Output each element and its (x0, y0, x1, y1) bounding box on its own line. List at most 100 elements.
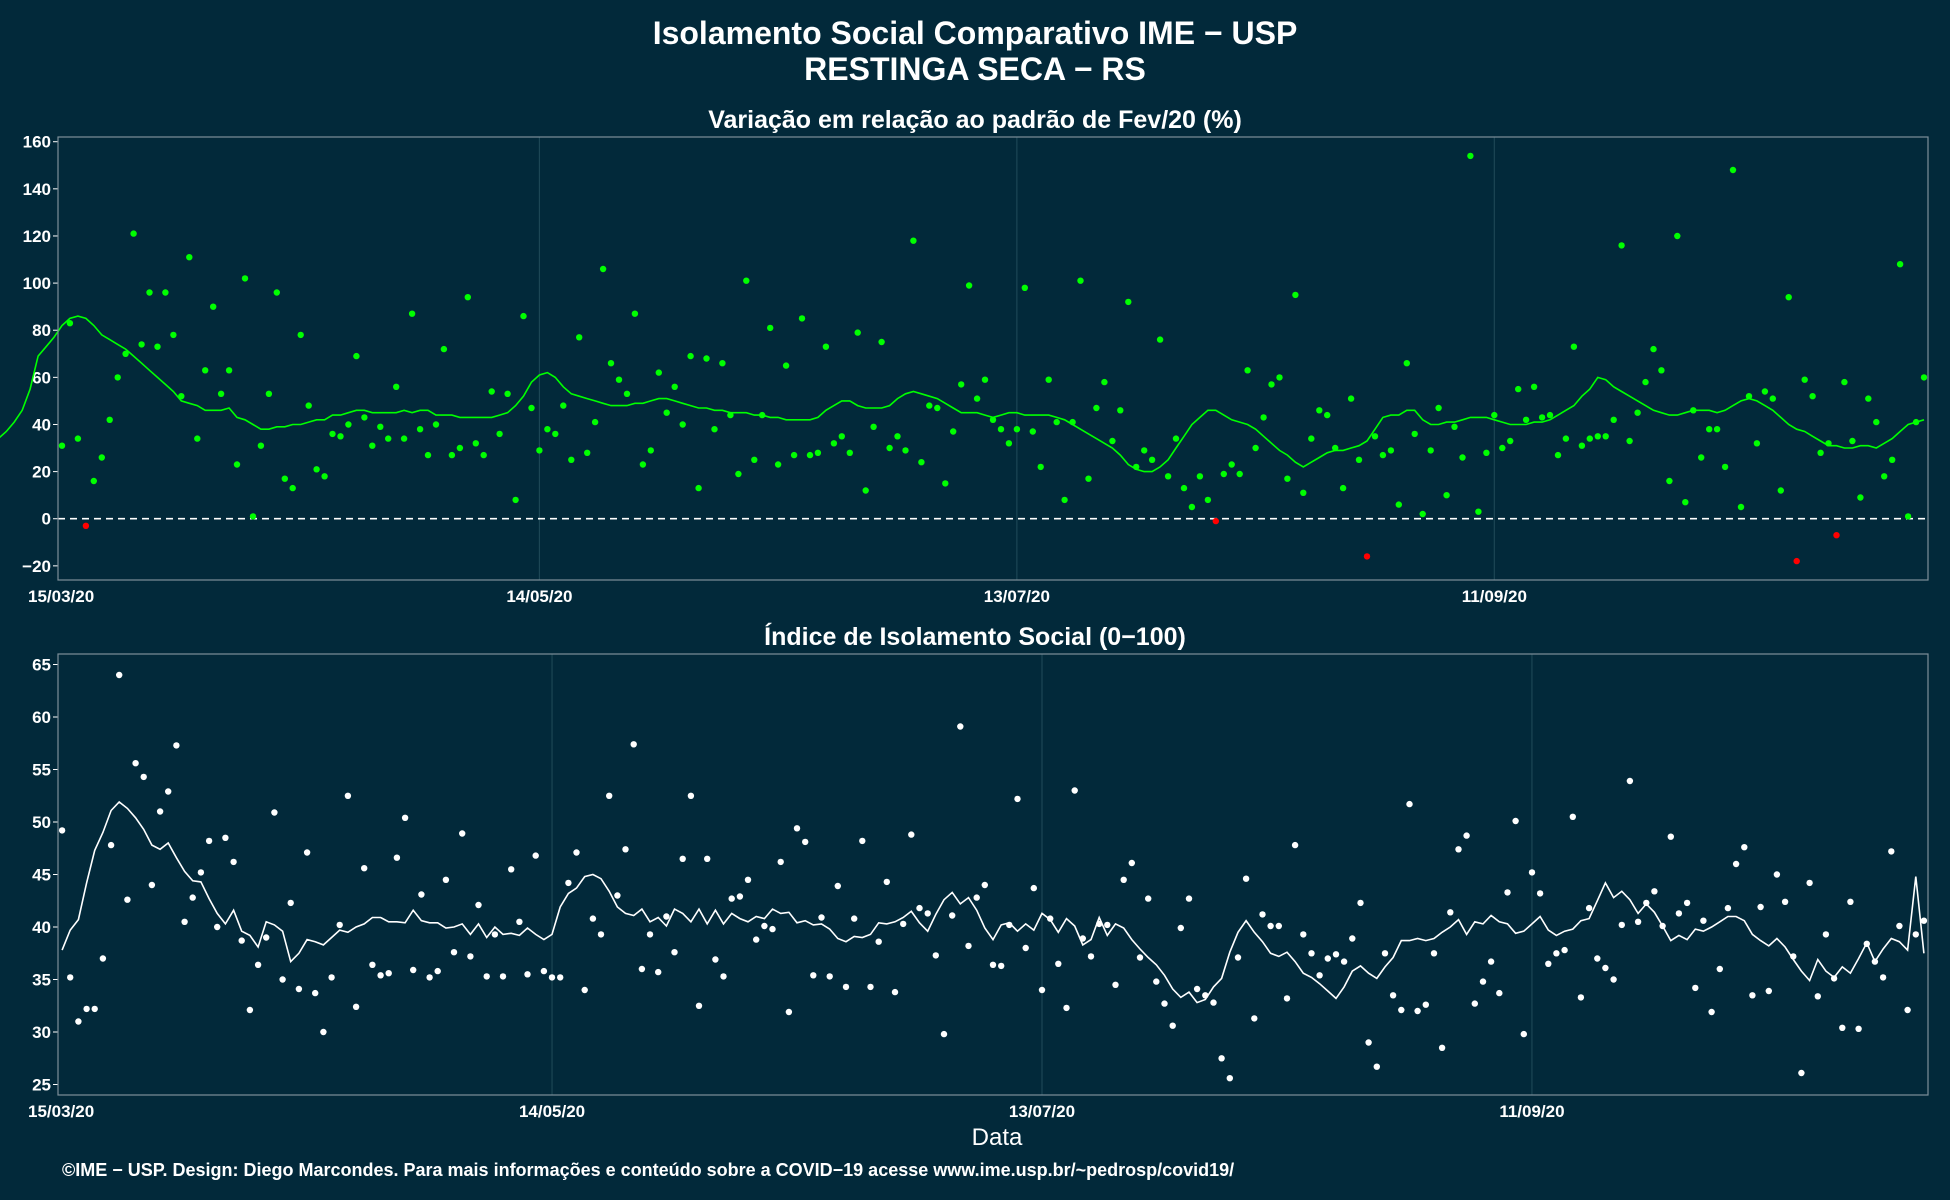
data-point (1467, 152, 1474, 160)
data-point (1753, 440, 1761, 447)
y-tick-label: 40 (32, 415, 51, 434)
data-point (957, 723, 964, 730)
data-point (891, 988, 899, 996)
data-point (132, 760, 139, 767)
data-point (1863, 940, 1871, 947)
data-point (785, 1008, 793, 1016)
data-point (75, 1018, 82, 1025)
data-point (450, 949, 458, 956)
data-point (973, 395, 981, 402)
x-tick-label: 13/07/20 (984, 587, 1050, 606)
data-point (900, 920, 907, 928)
data-point (1610, 416, 1617, 423)
data-point (114, 374, 121, 381)
data-point (189, 894, 196, 901)
data-point (1292, 291, 1299, 299)
data-point (516, 918, 523, 925)
index-panel: 15/03/20 14/05/20 13/07/20 11/09/20 65 60 55 50… (28, 653, 1929, 1121)
y-tick-label: 20 (32, 463, 51, 482)
data-point (1806, 879, 1813, 887)
data-point (753, 936, 760, 943)
data-point (499, 973, 507, 980)
data-point (1141, 447, 1148, 454)
data-point (297, 331, 304, 339)
data-point (883, 878, 890, 886)
data-point (1479, 978, 1487, 985)
data-point (217, 390, 225, 397)
data-point (459, 830, 466, 837)
data-point (361, 414, 368, 421)
data-point (631, 310, 639, 317)
data-point (581, 986, 588, 994)
data-point (400, 435, 408, 442)
data-point (1013, 426, 1021, 433)
y-tick-label: 25 (32, 1076, 51, 1095)
data-point (1021, 284, 1028, 291)
x-tick-label: 11/09/20 (1499, 1102, 1564, 1121)
data-point (1920, 917, 1928, 924)
data-point (1283, 995, 1291, 1002)
data-point (194, 435, 201, 442)
y-tick-label: 100 (23, 274, 51, 293)
data-point (1419, 510, 1426, 518)
data-point (1196, 473, 1204, 480)
data-point (1005, 440, 1013, 447)
data-point (1112, 981, 1119, 988)
data-point (870, 423, 877, 430)
data-point (1218, 1055, 1225, 1062)
data-point (1769, 395, 1777, 402)
data-point (385, 970, 392, 977)
data-point (1577, 994, 1585, 1001)
data-point (1259, 911, 1266, 918)
data-point (1602, 964, 1609, 972)
data-point (442, 876, 450, 883)
data-point (1586, 435, 1594, 442)
data-point (1833, 532, 1840, 539)
data-point (1487, 958, 1495, 965)
data-point (1422, 1001, 1430, 1008)
data-point (1104, 921, 1111, 929)
data-point (744, 876, 752, 883)
data-point (1300, 489, 1307, 496)
data-point (1153, 978, 1160, 985)
data-point (1520, 1030, 1528, 1038)
data-point (1308, 435, 1315, 442)
data-point (1038, 986, 1046, 994)
data-point (214, 923, 221, 931)
data-point (1491, 411, 1498, 419)
data-point (940, 1030, 948, 1038)
data-point (1528, 869, 1536, 876)
data-point (1545, 960, 1552, 967)
data-point (591, 418, 599, 426)
data-point (225, 367, 233, 374)
data-point (540, 967, 548, 975)
data-point (467, 953, 474, 960)
data-point (814, 449, 822, 456)
data-point (328, 974, 335, 981)
data-point (1683, 899, 1691, 907)
data-point (1569, 813, 1577, 820)
data-point (719, 360, 726, 367)
data-point (480, 451, 487, 459)
y-tick-label: 160 (23, 133, 51, 152)
data-point (1212, 517, 1220, 525)
moving-average-line (0, 315, 1925, 473)
data-point (1773, 871, 1781, 878)
data-point (1030, 884, 1038, 892)
data-point (1355, 456, 1363, 463)
data-point (1185, 895, 1193, 902)
data-point (67, 974, 74, 981)
data-point (1242, 875, 1250, 882)
data-point (1438, 1044, 1446, 1052)
data-point (1357, 899, 1364, 907)
data-point (1675, 910, 1683, 917)
data-point (1014, 795, 1021, 803)
data-point (918, 459, 925, 466)
data-point (1585, 904, 1593, 912)
data-point (1447, 909, 1454, 916)
x-tick-label: 14/05/20 (506, 587, 572, 606)
data-point (146, 289, 153, 296)
data-point (894, 433, 901, 440)
data-point (222, 834, 229, 841)
data-point (989, 961, 997, 968)
